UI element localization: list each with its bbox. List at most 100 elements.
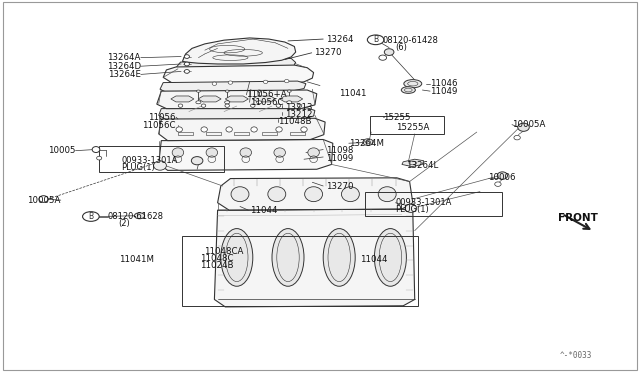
- Circle shape: [367, 35, 384, 45]
- Ellipse shape: [97, 156, 102, 160]
- Text: 11056C: 11056C: [143, 121, 176, 130]
- Text: 08120-61628: 08120-61628: [108, 212, 164, 221]
- Ellipse shape: [154, 161, 166, 170]
- Text: 11049: 11049: [430, 87, 458, 96]
- Text: 11044: 11044: [360, 255, 387, 264]
- Ellipse shape: [518, 123, 529, 131]
- Ellipse shape: [206, 148, 218, 157]
- Text: 15255A: 15255A: [396, 123, 429, 132]
- Text: 11024B: 11024B: [200, 262, 233, 270]
- Bar: [370, 116, 444, 134]
- Text: 10005: 10005: [48, 146, 76, 155]
- Text: 13212: 13212: [285, 110, 312, 119]
- Ellipse shape: [378, 187, 396, 202]
- Circle shape: [83, 212, 99, 221]
- Ellipse shape: [301, 127, 307, 132]
- Ellipse shape: [379, 55, 387, 60]
- Ellipse shape: [184, 70, 189, 73]
- Text: 00933-1301A: 00933-1301A: [122, 156, 178, 165]
- Ellipse shape: [404, 80, 422, 88]
- Ellipse shape: [212, 82, 216, 86]
- Ellipse shape: [134, 213, 145, 219]
- Text: ^-*0033: ^-*0033: [560, 351, 592, 360]
- Text: (6): (6): [396, 43, 408, 52]
- Polygon shape: [160, 81, 306, 92]
- Ellipse shape: [240, 148, 252, 157]
- Text: 11046: 11046: [430, 79, 458, 88]
- Text: 13264L: 13264L: [406, 161, 438, 170]
- Ellipse shape: [225, 104, 230, 107]
- Text: PLUG(1): PLUG(1): [122, 163, 156, 172]
- Ellipse shape: [263, 80, 268, 83]
- Text: 10005A: 10005A: [512, 120, 545, 129]
- Text: 13270: 13270: [314, 48, 341, 57]
- Text: 13264A: 13264A: [108, 53, 141, 62]
- Text: FRONT: FRONT: [558, 213, 598, 222]
- Ellipse shape: [272, 228, 304, 286]
- Polygon shape: [280, 96, 303, 102]
- Polygon shape: [214, 209, 415, 307]
- Ellipse shape: [39, 196, 48, 202]
- Text: 11041: 11041: [339, 89, 367, 97]
- Ellipse shape: [297, 104, 302, 107]
- Polygon shape: [198, 96, 221, 102]
- Ellipse shape: [495, 182, 501, 186]
- Ellipse shape: [176, 127, 182, 132]
- Text: 11048B: 11048B: [278, 117, 312, 126]
- Ellipse shape: [191, 157, 203, 165]
- Ellipse shape: [225, 90, 229, 92]
- Polygon shape: [176, 58, 296, 71]
- Ellipse shape: [497, 172, 508, 179]
- Ellipse shape: [226, 127, 232, 132]
- Ellipse shape: [308, 148, 319, 157]
- Text: 10005A: 10005A: [28, 196, 61, 205]
- Text: 00933-1301A: 00933-1301A: [396, 198, 452, 207]
- Text: 11056: 11056: [148, 113, 176, 122]
- Polygon shape: [171, 96, 194, 102]
- Text: B: B: [88, 212, 93, 221]
- Ellipse shape: [257, 101, 262, 104]
- Ellipse shape: [225, 101, 230, 104]
- Text: 11044: 11044: [250, 206, 277, 215]
- Ellipse shape: [231, 187, 249, 202]
- Text: 11048C: 11048C: [200, 254, 233, 263]
- Ellipse shape: [92, 147, 100, 153]
- Bar: [365, 192, 502, 216]
- Ellipse shape: [514, 135, 520, 140]
- Polygon shape: [157, 90, 317, 109]
- Text: 15255: 15255: [383, 113, 410, 122]
- Polygon shape: [402, 159, 424, 167]
- Ellipse shape: [228, 81, 233, 84]
- Text: 13264E: 13264E: [108, 70, 141, 79]
- Text: 11098: 11098: [326, 146, 354, 155]
- Text: 10006: 10006: [488, 173, 515, 182]
- Bar: [182, 236, 418, 306]
- Ellipse shape: [184, 55, 189, 58]
- Ellipse shape: [401, 87, 415, 93]
- Polygon shape: [159, 140, 333, 170]
- Ellipse shape: [221, 228, 253, 286]
- Text: 13264: 13264: [326, 35, 354, 44]
- Polygon shape: [159, 108, 315, 120]
- Text: B: B: [373, 35, 378, 44]
- Bar: [99, 146, 224, 172]
- Ellipse shape: [384, 49, 394, 55]
- Ellipse shape: [268, 187, 285, 202]
- Ellipse shape: [201, 127, 207, 132]
- Ellipse shape: [257, 90, 261, 92]
- Polygon shape: [159, 118, 325, 141]
- Ellipse shape: [287, 101, 292, 104]
- Ellipse shape: [363, 139, 373, 145]
- Text: 13264M: 13264M: [349, 139, 384, 148]
- Polygon shape: [182, 38, 296, 64]
- Ellipse shape: [405, 204, 417, 212]
- Ellipse shape: [374, 228, 406, 286]
- Ellipse shape: [178, 104, 183, 107]
- Ellipse shape: [305, 187, 323, 202]
- Text: 13270: 13270: [326, 182, 354, 190]
- Text: PLUG(1): PLUG(1): [396, 205, 429, 214]
- Polygon shape: [163, 65, 314, 85]
- Ellipse shape: [184, 62, 189, 66]
- Ellipse shape: [196, 90, 200, 92]
- Text: 11048CA: 11048CA: [204, 247, 243, 256]
